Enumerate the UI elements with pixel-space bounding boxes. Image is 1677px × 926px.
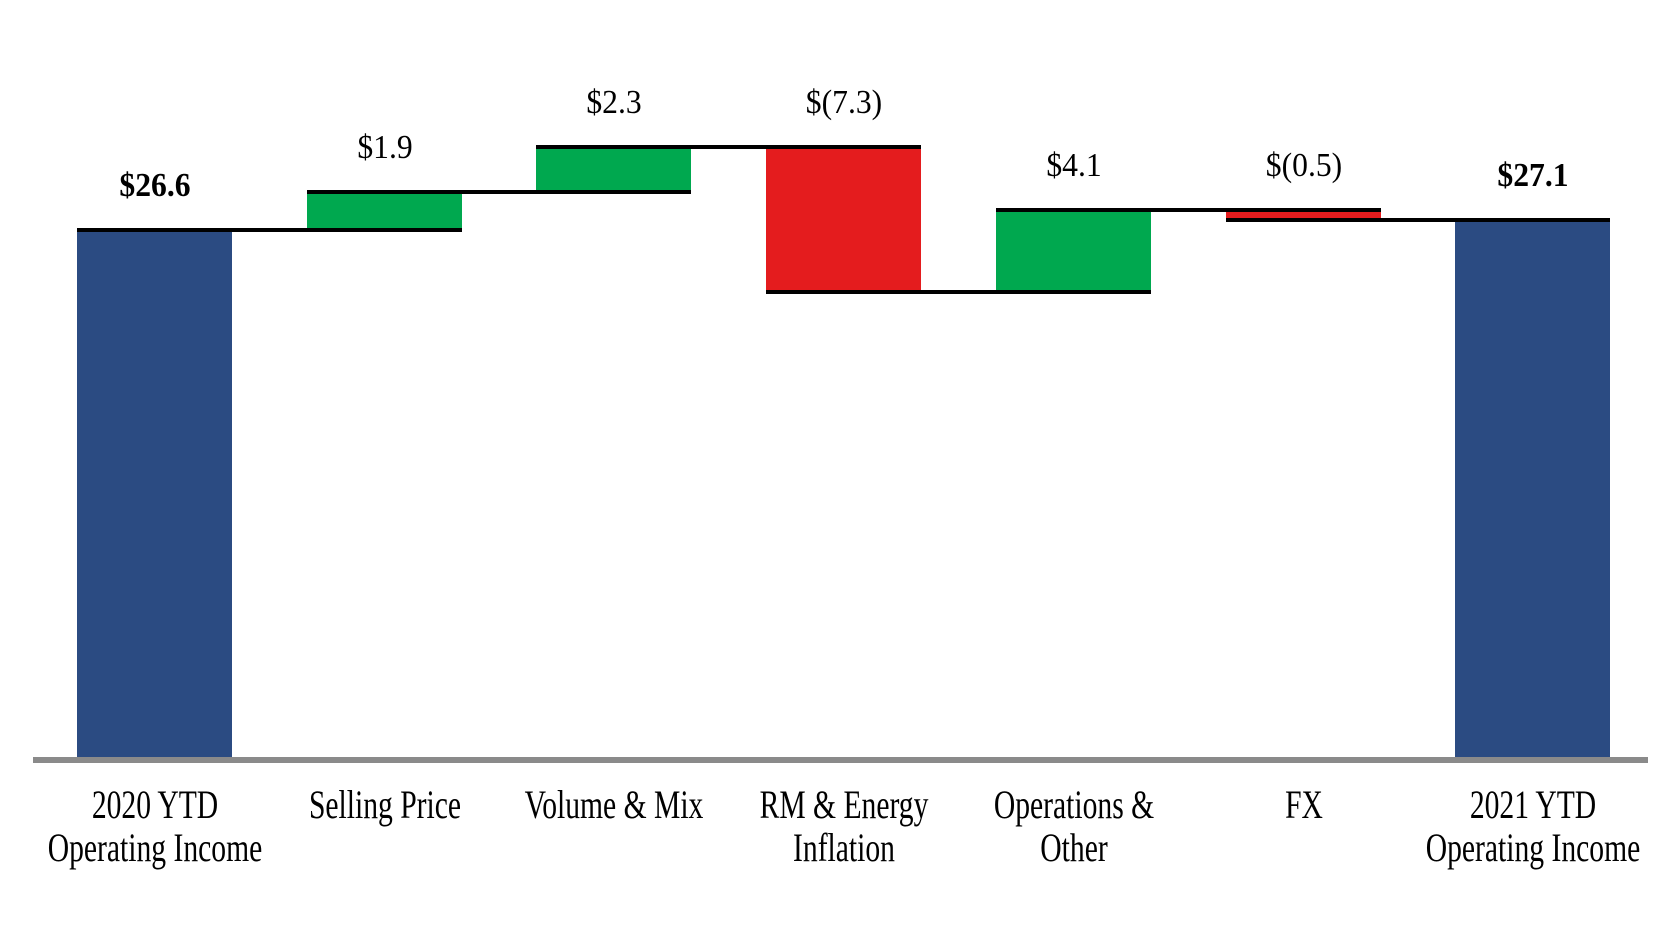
bar-volume-mix <box>536 147 691 192</box>
bar-rm-energy-inflation <box>766 147 921 292</box>
connector-line-6 <box>1226 218 1610 222</box>
value-label-operations-other: $4.1 <box>1045 147 1102 184</box>
category-label-2020-ytd-operating-income: 2020 YTD Operating Income <box>47 783 262 869</box>
category-label-line: FX <box>1284 782 1323 827</box>
category-label-line: Volume & Mix <box>524 782 703 827</box>
category-label-volume-mix: Volume & Mix <box>524 783 703 826</box>
value-label-volume-mix: $2.3 <box>585 84 642 121</box>
category-label-rm-energy-inflation: RM & Energy Inflation <box>759 783 928 869</box>
category-label-line: Operating Income <box>1425 825 1640 870</box>
bar-fx <box>1226 210 1381 220</box>
value-label-selling-price: $1.9 <box>356 129 413 166</box>
value-label-2021-ytd-operating-income: $27.1 <box>1496 157 1569 194</box>
category-label-line: RM & Energy <box>759 782 928 827</box>
bar-2021-ytd-operating-income <box>1455 220 1610 758</box>
category-label-line: Operating Income <box>47 825 262 870</box>
category-label-line: Operations & <box>993 782 1154 827</box>
connector-line-4 <box>766 290 1151 294</box>
category-label-line: 2021 YTD <box>1469 782 1596 827</box>
x-axis-baseline <box>33 757 1648 763</box>
value-label-2020-ytd-operating-income: $26.6 <box>118 167 191 204</box>
connector-line-2 <box>307 190 691 194</box>
category-label-line: Selling Price <box>308 782 461 827</box>
category-label-fx: FX <box>1285 783 1323 826</box>
value-label-rm-energy-inflation: $(7.3) <box>805 84 882 121</box>
category-label-operations-other: Operations & Other <box>993 783 1153 869</box>
category-label-line: Inflation <box>792 825 895 870</box>
value-label-fx: $(0.5) <box>1265 147 1342 184</box>
category-label-line: 2020 YTD <box>91 782 218 827</box>
category-label-line: Other <box>1039 825 1108 870</box>
category-label-2021-ytd-operating-income: 2021 YTD Operating Income <box>1425 783 1640 869</box>
connector-line-5 <box>996 208 1381 212</box>
bar-selling-price <box>307 192 462 230</box>
bar-operations-other <box>996 210 1151 292</box>
connector-line-3 <box>536 145 921 149</box>
connector-line-1 <box>77 228 462 232</box>
bar-2020-ytd-operating-income <box>77 230 232 758</box>
category-label-selling-price: Selling Price <box>308 783 460 826</box>
